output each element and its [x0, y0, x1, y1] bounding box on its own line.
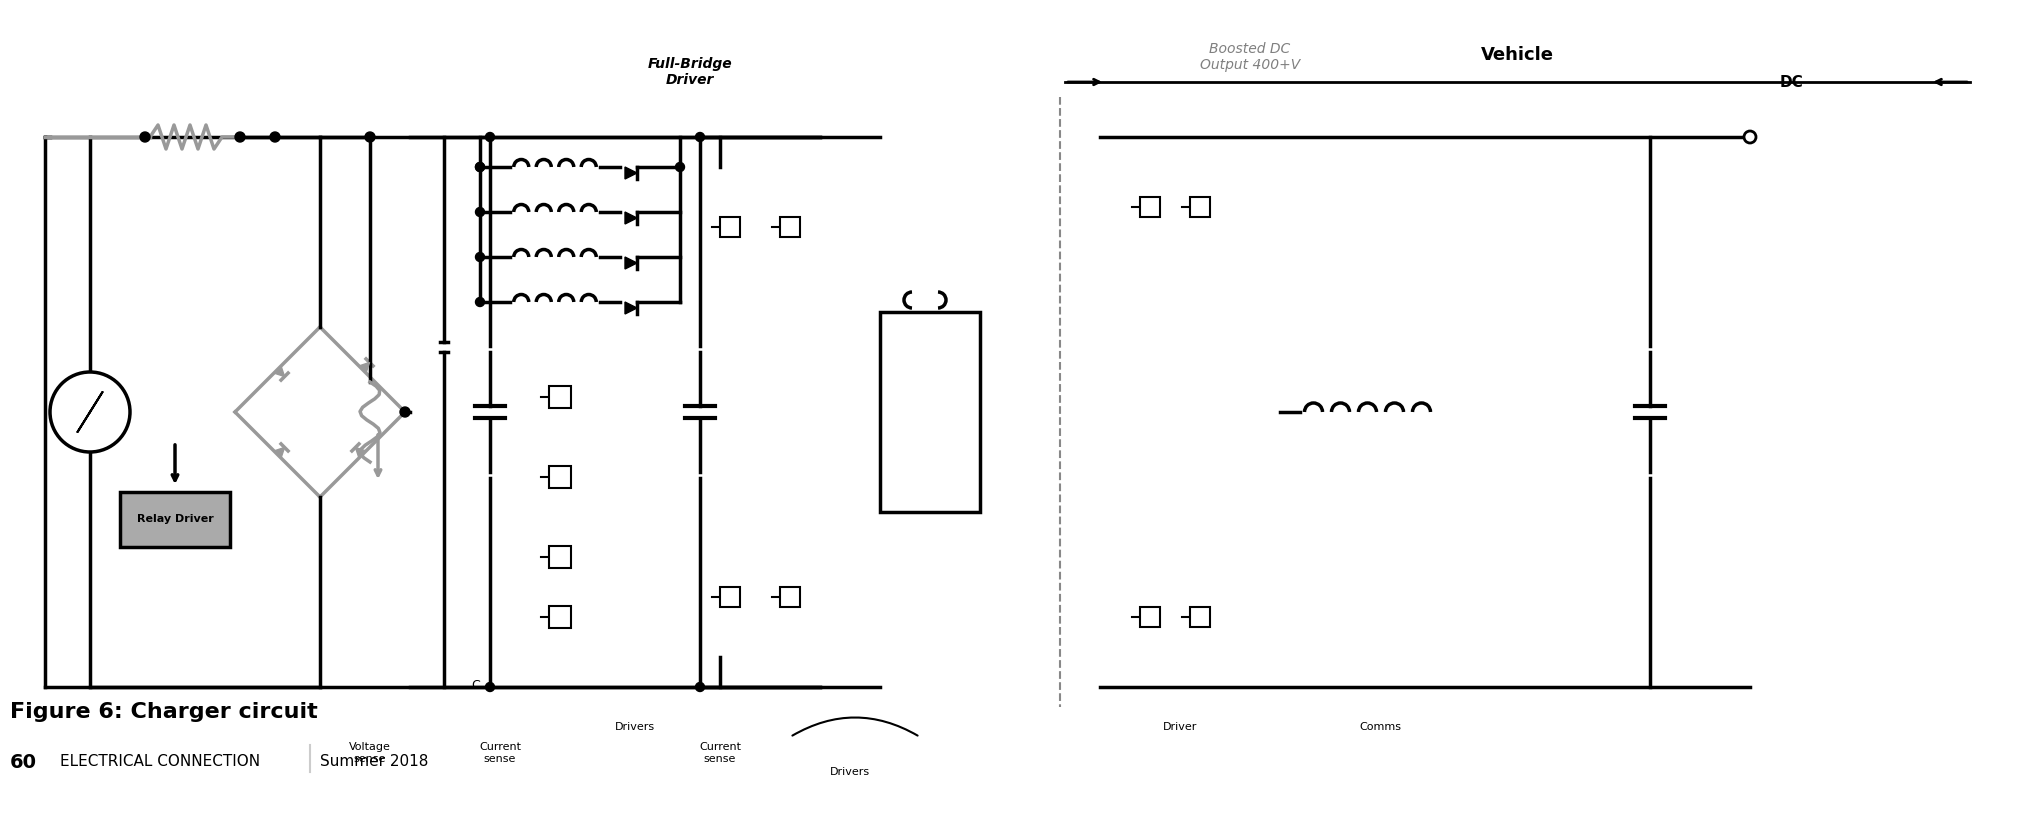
Bar	[1190, 607, 1210, 627]
Circle shape	[366, 132, 376, 142]
Circle shape	[50, 372, 129, 452]
Circle shape	[271, 132, 281, 142]
Circle shape	[400, 407, 410, 417]
Bar	[719, 217, 739, 237]
Polygon shape	[624, 302, 636, 314]
Circle shape	[475, 163, 485, 172]
Circle shape	[675, 163, 685, 172]
Text: Voltage
sense: Voltage sense	[349, 742, 392, 764]
Polygon shape	[624, 212, 636, 224]
Bar	[719, 587, 739, 607]
Bar	[1139, 197, 1159, 217]
FancyBboxPatch shape	[881, 312, 980, 512]
Polygon shape	[360, 363, 370, 373]
Text: Summer 2018: Summer 2018	[319, 755, 428, 770]
Circle shape	[1743, 131, 1755, 143]
Bar	[1190, 197, 1210, 217]
Circle shape	[475, 208, 485, 217]
Text: Driver: Driver	[1164, 722, 1198, 732]
Circle shape	[139, 132, 149, 142]
Circle shape	[1743, 131, 1755, 143]
Bar	[549, 546, 572, 568]
Bar	[780, 587, 800, 607]
Text: 60: 60	[10, 752, 36, 771]
Polygon shape	[275, 448, 285, 458]
Circle shape	[485, 682, 495, 691]
Text: Figure 6: Charger circuit: Figure 6: Charger circuit	[10, 702, 317, 722]
Text: Boosted DC
Output 400+V: Boosted DC Output 400+V	[1200, 42, 1301, 72]
Text: Full-Bridge
Driver: Full-Bridge Driver	[648, 57, 733, 87]
Text: C: C	[471, 679, 481, 692]
Text: Vehicle: Vehicle	[1481, 46, 1553, 64]
Circle shape	[475, 163, 485, 172]
Circle shape	[485, 132, 495, 141]
Bar	[549, 466, 572, 488]
Text: ELECTRICAL CONNECTION: ELECTRICAL CONNECTION	[61, 755, 261, 770]
Text: Relay Driver: Relay Driver	[137, 515, 214, 525]
Circle shape	[475, 252, 485, 261]
Text: Drivers: Drivers	[614, 722, 654, 732]
Circle shape	[695, 682, 705, 691]
Circle shape	[475, 297, 485, 306]
Circle shape	[695, 132, 705, 141]
Polygon shape	[624, 167, 636, 179]
Text: Comms: Comms	[1359, 722, 1402, 732]
Polygon shape	[275, 366, 285, 377]
Bar	[1139, 607, 1159, 627]
Bar	[780, 217, 800, 237]
Polygon shape	[624, 257, 636, 269]
Text: DC: DC	[1780, 74, 1804, 90]
Text: Drivers: Drivers	[830, 767, 871, 777]
FancyBboxPatch shape	[119, 492, 230, 547]
Bar	[549, 606, 572, 628]
Circle shape	[234, 132, 244, 142]
Text: Current
sense: Current sense	[699, 742, 741, 764]
Polygon shape	[356, 448, 366, 458]
Bar	[549, 386, 572, 408]
Text: Current
sense: Current sense	[479, 742, 521, 764]
